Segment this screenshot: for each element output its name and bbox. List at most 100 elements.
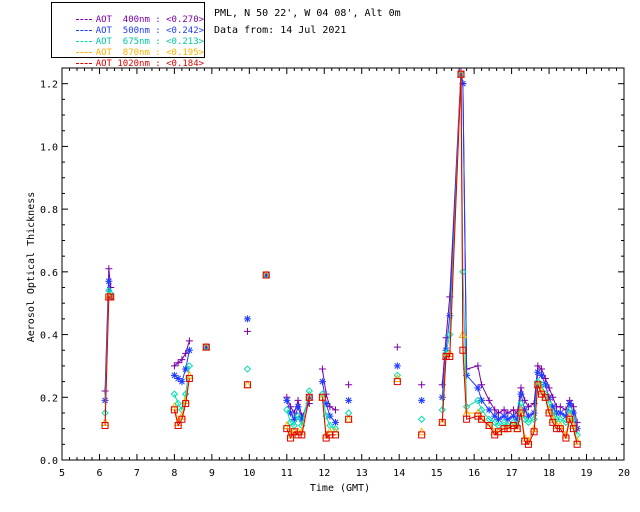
data-point — [262, 271, 270, 279]
data-point — [500, 412, 508, 420]
y-tick-label: 1.0 — [40, 142, 58, 153]
data-point — [534, 381, 542, 389]
data-point — [478, 396, 486, 404]
data-point — [318, 393, 326, 401]
x-tick-label: 5 — [59, 468, 65, 479]
legend-entry-500: AOT 500nm : <0.242> — [54, 15, 204, 36]
x-tick-label: 13 — [356, 468, 368, 479]
data-point — [185, 346, 193, 354]
data-point — [202, 343, 210, 351]
x-tick-label: 6 — [96, 468, 102, 479]
data-point — [294, 403, 302, 411]
data-point — [182, 365, 190, 373]
series-line — [173, 365, 190, 412]
data-point — [174, 374, 182, 382]
data-point — [170, 390, 179, 398]
data-point — [530, 409, 538, 417]
data-point — [178, 378, 186, 386]
data-point — [298, 415, 306, 423]
data-point — [553, 425, 561, 433]
data-point — [107, 293, 115, 301]
data-point — [556, 403, 564, 411]
data-point — [243, 327, 251, 335]
data-point — [393, 362, 401, 370]
data-point — [345, 415, 353, 423]
data-point — [105, 265, 113, 273]
data-point — [569, 425, 577, 433]
legend-swatch-870 — [75, 52, 92, 53]
data-point — [517, 384, 525, 392]
data-point — [417, 415, 426, 423]
data-point — [541, 393, 549, 401]
data-point — [549, 418, 557, 426]
data-point — [549, 403, 557, 411]
data-point — [418, 431, 426, 439]
data-point — [185, 374, 193, 382]
data-point — [562, 434, 570, 442]
data-point — [446, 353, 454, 361]
data-point — [534, 368, 542, 376]
y-tick-label: 0.2 — [40, 393, 58, 404]
y-tick-label: 0.4 — [40, 331, 58, 342]
data-point — [287, 409, 295, 417]
x-tick-label: 10 — [243, 468, 255, 479]
data-point — [322, 400, 330, 408]
legend-swatch-500 — [75, 30, 92, 31]
data-point — [418, 396, 426, 404]
data-point — [524, 440, 532, 448]
data-point — [553, 409, 561, 417]
series-line — [173, 378, 190, 427]
data-point — [538, 365, 546, 373]
legend-swatch-675 — [75, 41, 92, 42]
series-line — [286, 397, 310, 440]
legend-entry-870: AOT 870nm : <0.195> — [54, 37, 204, 58]
data-point — [243, 381, 251, 389]
data-point — [545, 393, 553, 401]
data-point — [174, 399, 182, 408]
data-point — [524, 403, 532, 411]
data-point — [459, 80, 467, 88]
x-tick-label: 7 — [134, 468, 140, 479]
x-tick-label: 15 — [431, 468, 443, 479]
plot-area-border — [61, 67, 625, 461]
data-point — [318, 378, 326, 386]
data-point — [556, 425, 564, 433]
data-point — [457, 70, 465, 78]
legend-label-500: AOT 500nm : <0.242> — [95, 26, 205, 36]
y-tick-label: 1.2 — [40, 80, 58, 91]
data-point — [185, 362, 194, 370]
data-point — [290, 415, 298, 423]
data-point — [305, 393, 313, 401]
data-point — [485, 422, 493, 430]
data-point — [182, 349, 190, 357]
data-point — [562, 418, 570, 427]
data-point — [318, 390, 327, 398]
data-point — [294, 412, 302, 420]
data-point — [566, 415, 574, 423]
data-point — [446, 312, 454, 320]
x-tick-label: 18 — [543, 468, 555, 479]
data-point — [541, 381, 549, 389]
data-point — [485, 406, 493, 414]
data-point — [463, 415, 471, 423]
series-line — [286, 397, 310, 421]
data-point — [294, 396, 302, 404]
data-point — [521, 415, 529, 423]
data-point — [494, 409, 502, 417]
data-point — [504, 415, 512, 423]
data-point — [283, 425, 291, 433]
series-layer — [100, 67, 582, 448]
data-point — [393, 343, 401, 351]
data-point — [491, 418, 499, 427]
data-point — [438, 406, 446, 414]
legend-swatch-1020 — [75, 63, 92, 64]
data-point — [185, 337, 193, 345]
y-tick-label: 0.6 — [40, 268, 58, 279]
y-axis-label: Aerosol Optical Thickness — [26, 192, 37, 343]
series-line — [104, 296, 111, 426]
data-point — [332, 418, 340, 426]
data-point — [573, 440, 581, 448]
data-point — [262, 271, 270, 279]
data-point — [477, 406, 486, 414]
legend-label-1020: AOT 1020nm : <0.184> — [95, 59, 205, 69]
